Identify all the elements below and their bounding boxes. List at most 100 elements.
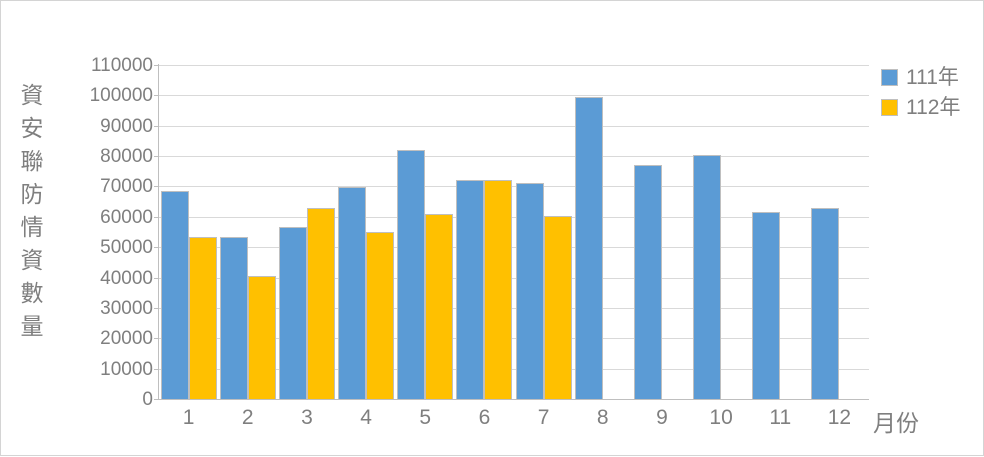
gridline [159, 95, 869, 97]
x-axis-tick-label: 3 [301, 406, 313, 429]
series-2-swatch-icon [881, 99, 898, 116]
y-axis-tick-mark [154, 338, 159, 340]
legend-item-series-1[interactable]: 111年 [881, 67, 960, 88]
y-axis-tick-mark [154, 307, 159, 309]
bar-group [218, 65, 277, 399]
plot-area [154, 65, 869, 400]
y-axis-tick-mark [154, 156, 159, 158]
x-axis-tick-label: 7 [537, 406, 550, 429]
y-axis-tick-mark [154, 125, 159, 127]
x-axis-tick-label: 5 [419, 406, 432, 429]
bar-112年-6[interactable] [484, 180, 513, 399]
bar-111年-7[interactable] [515, 183, 544, 399]
bar-112年-3[interactable] [306, 207, 335, 399]
y-axis-tick-label: 110000 [91, 55, 153, 76]
x-axis-title: 月份 [873, 410, 919, 436]
gridline [159, 186, 869, 188]
y-axis-tick-mark [154, 277, 159, 279]
y-axis-tick-labels: 110000 100000 90000 80000 70000 60000 50000 400… [57, 1, 153, 457]
y-axis-tick-label: 80000 [100, 146, 153, 168]
gridline [159, 277, 869, 279]
bar-group [455, 65, 514, 399]
gridline [159, 338, 869, 340]
y-axis-tick-mark [154, 216, 159, 218]
y-axis-tick-mark [154, 399, 159, 400]
gridline [159, 307, 869, 309]
legend-label-series-2: 112年 [906, 96, 961, 119]
y-axis-tick-label: 50000 [100, 237, 153, 259]
y-axis-tick-mark [154, 95, 159, 97]
y-axis-title-char: 資 [20, 82, 44, 108]
legend-label-series-1: 111年 [906, 66, 959, 89]
x-axis-baseline [159, 399, 869, 400]
y-axis-title: 資 安 聯 防 情 資 數 量 [15, 79, 49, 343]
y-axis-tick-label: 70000 [100, 176, 153, 198]
y-axis-tick-label: 90000 [100, 115, 153, 137]
bar-group [810, 65, 869, 399]
series-1-swatch-icon [881, 69, 898, 86]
y-axis-line [158, 64, 159, 400]
bar-111年-3[interactable] [278, 226, 307, 399]
y-axis-tick-label: 30000 [100, 297, 153, 319]
bar-111年-10[interactable] [693, 155, 722, 399]
gridline [159, 156, 869, 158]
x-axis-tick-label: 6 [478, 406, 491, 429]
y-axis-tick-mark [154, 368, 159, 370]
y-axis-tick-mark [154, 247, 159, 249]
bar-group [514, 65, 573, 399]
y-axis-title-char: 情 [20, 214, 44, 240]
bar-group [692, 65, 751, 399]
bar-group [277, 65, 336, 399]
y-axis-title-char: 數 [20, 280, 44, 306]
bar-group [751, 65, 810, 399]
bar-group [337, 65, 396, 399]
x-axis-tick-label: 1 [182, 406, 195, 429]
y-axis-title-char: 防 [20, 181, 44, 207]
x-axis-tick-label: 9 [656, 406, 668, 429]
y-axis-tick-label: 20000 [100, 328, 153, 350]
bar-112年-2[interactable] [247, 276, 276, 399]
y-axis-tick-label: 40000 [100, 267, 153, 289]
bar-111年-9[interactable] [633, 165, 662, 399]
bar-112年-1[interactable] [188, 237, 217, 399]
y-axis-tick-label: 10000 [100, 358, 153, 380]
y-axis-tick-mark [154, 65, 159, 66]
bar-111年-4[interactable] [338, 187, 367, 399]
bar-group [159, 65, 218, 399]
x-axis-tick-labels: 1 2 3 4 5 6 7 8 9 10 11 12 [159, 405, 869, 439]
x-axis-tick-label: 4 [360, 406, 372, 429]
bar-111年-1[interactable] [160, 191, 189, 399]
y-axis-tick-label: 0 [142, 389, 153, 410]
x-axis-tick-label: 11 [769, 406, 792, 429]
y-axis-tick-mark [154, 186, 159, 188]
bar-112年-7[interactable] [543, 216, 572, 399]
legend-item-series-2[interactable]: 112年 [881, 97, 960, 118]
y-axis-tick-label: 100000 [89, 85, 153, 107]
bar-111年-2[interactable] [219, 236, 248, 399]
y-axis-title-char: 資 [20, 247, 44, 273]
x-axis-tick-label: 10 [709, 406, 733, 429]
bar-group [573, 65, 632, 399]
bar-111年-8[interactable] [574, 96, 603, 399]
x-axis-tick-label: 2 [241, 406, 254, 429]
y-axis-title-char: 安 [20, 115, 44, 141]
bar-group [632, 65, 691, 399]
bar-111年-6[interactable] [456, 180, 485, 399]
gridline [159, 125, 869, 127]
bar-111年-12[interactable] [811, 208, 840, 399]
gridline [159, 247, 869, 249]
gridline [159, 368, 869, 370]
x-axis-tick-label: 8 [596, 406, 609, 429]
bar-112年-4[interactable] [366, 232, 395, 399]
bar-111年-5[interactable] [397, 150, 426, 399]
chart-legend: 111年 112年 [881, 67, 960, 118]
y-axis-title-char: 聯 [20, 148, 44, 174]
gridline [159, 65, 869, 66]
bar-group [396, 65, 455, 399]
bar-111年-11[interactable] [752, 212, 781, 399]
y-axis-title-char: 量 [20, 313, 44, 339]
bar-112年-5[interactable] [425, 214, 454, 399]
y-axis-tick-label: 60000 [100, 206, 153, 228]
gridline [159, 216, 869, 218]
